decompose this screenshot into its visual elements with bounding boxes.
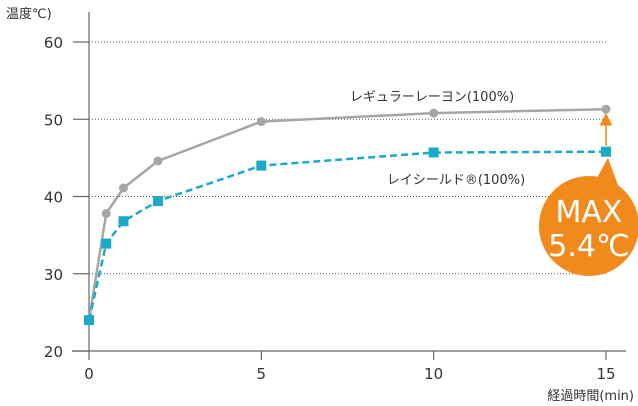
series-1-point-5 bbox=[428, 147, 439, 158]
x-tick-label-5: 5 bbox=[257, 365, 267, 383]
y-tick-label-60: 60 bbox=[44, 34, 63, 52]
series-1-point-3 bbox=[152, 196, 163, 207]
series-0-point-4 bbox=[256, 117, 266, 127]
y-tick-label-20: 20 bbox=[44, 343, 63, 361]
series-0-point-1 bbox=[101, 208, 111, 218]
series-1-point-0 bbox=[84, 315, 94, 326]
x-tick-label-0: 0 bbox=[84, 365, 94, 383]
y-tick-label-50: 50 bbox=[44, 111, 63, 129]
series-1-point-4 bbox=[256, 160, 267, 171]
y-tick-label-40: 40 bbox=[44, 189, 63, 207]
series-0-point-6 bbox=[601, 104, 611, 114]
series-1-point-6 bbox=[601, 146, 611, 157]
x-axis-label: 経過時間(min) bbox=[547, 389, 634, 404]
grid bbox=[89, 41, 606, 275]
max-callout-line2: 5.4℃ bbox=[548, 229, 629, 264]
y-axis-label: 温度℃) bbox=[6, 6, 52, 22]
series-1-point-1 bbox=[101, 238, 112, 249]
series-1 bbox=[84, 146, 611, 326]
series-0-point-5 bbox=[429, 108, 439, 118]
series-layer bbox=[84, 104, 611, 326]
series-line-1 bbox=[87, 150, 607, 321]
series-0-point-3 bbox=[153, 156, 163, 166]
x-tick-label-10: 10 bbox=[424, 365, 443, 383]
series-0-point-2 bbox=[118, 183, 128, 193]
axes: 20 30 40 50 60 0 5 10 15 bbox=[44, 12, 626, 383]
series-label-regular-rayon: レギュラーレーヨン(100%) bbox=[350, 90, 514, 105]
series-line-0 bbox=[87, 107, 607, 321]
series-0 bbox=[84, 104, 611, 325]
series-label-rayshield: レイシールド®(100%) bbox=[387, 173, 525, 188]
x-tick-label-15: 15 bbox=[596, 365, 615, 383]
y-tick-label-30: 30 bbox=[44, 266, 63, 284]
max-callout-line1: MAX bbox=[556, 195, 623, 230]
series-1-point-2 bbox=[118, 216, 129, 227]
max-callout-bubble bbox=[539, 176, 638, 276]
